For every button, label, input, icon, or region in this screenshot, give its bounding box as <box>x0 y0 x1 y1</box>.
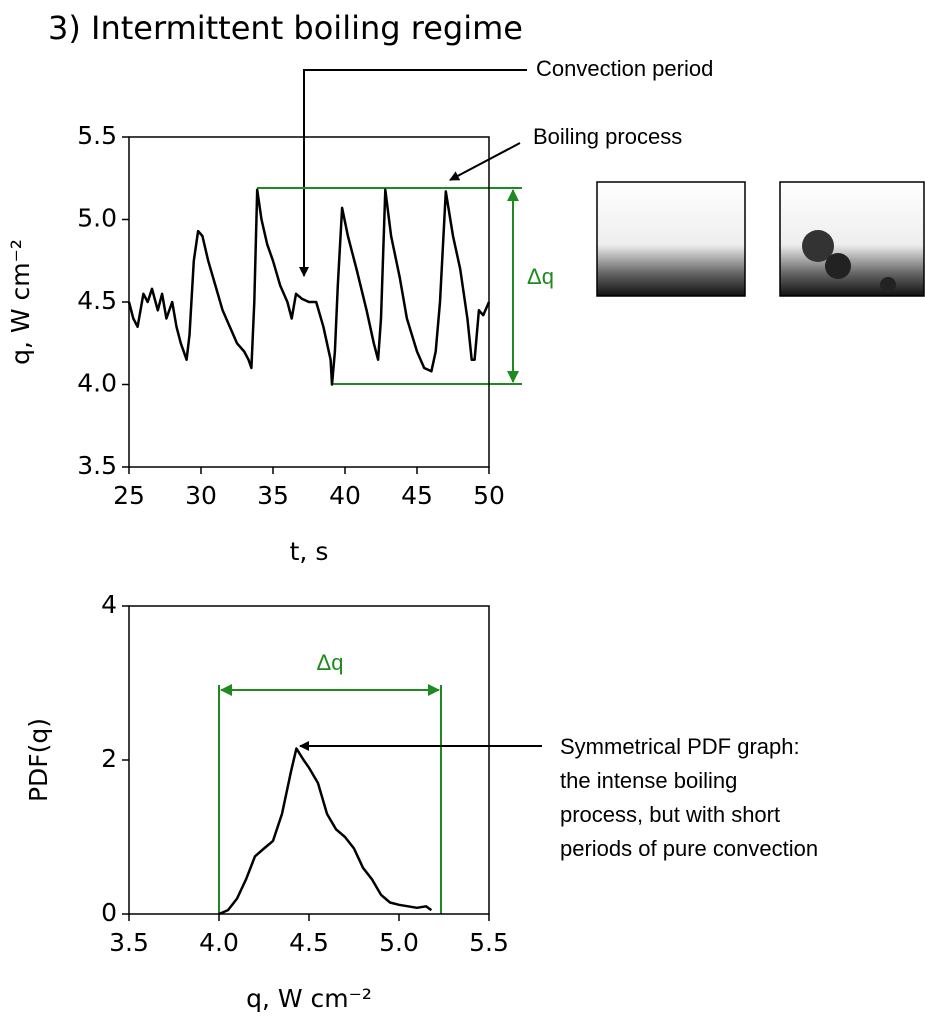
x-axis-label: t, s <box>290 537 329 566</box>
data-line <box>218 747 433 916</box>
annotation: Δq <box>317 650 344 675</box>
x-axis-label: q, W cm⁻² <box>246 984 372 1013</box>
y-axis-label: PDF(q) <box>24 718 53 802</box>
annotation: Convection period <box>536 56 713 81</box>
annotation: periods of pure convection <box>560 836 818 861</box>
x-tick-label: 5.0 <box>379 928 419 957</box>
y-tick-label: 5.5 <box>77 121 117 150</box>
x-tick-label: 50 <box>473 481 505 510</box>
y-tick-label: 5.0 <box>77 204 117 233</box>
x-tick-label: 4.0 <box>199 928 239 957</box>
bubble <box>880 277 896 293</box>
y-axis-label: q, W cm⁻² <box>6 239 35 365</box>
x-tick-label: 30 <box>185 481 217 510</box>
x-tick-label: 5.5 <box>469 928 509 957</box>
y-tick-label: 4 <box>101 590 117 619</box>
annotation: the intense boiling <box>560 768 737 793</box>
annotation: process, but with short <box>560 802 780 827</box>
photo-convection <box>596 181 746 297</box>
y-tick-label: 2 <box>101 744 117 773</box>
annotation: Boiling process <box>533 124 682 149</box>
x-tick-label: 45 <box>401 481 433 510</box>
photo-boiling <box>779 181 925 297</box>
x-tick-label: 35 <box>257 481 289 510</box>
bubble <box>825 253 851 279</box>
annotation-arrow <box>299 69 527 277</box>
x-tick-label: 3.5 <box>109 928 149 957</box>
data-line <box>127 188 491 386</box>
annotation: Δq <box>527 264 554 289</box>
y-tick-label: 4.5 <box>77 286 117 315</box>
y-tick-label: 0 <box>101 898 117 927</box>
x-tick-label: 25 <box>113 481 145 510</box>
annotation: Symmetrical PDF graph: <box>560 734 800 759</box>
figure-title: 3) Intermittent boiling regime <box>48 9 523 47</box>
bubble <box>802 230 834 262</box>
plot-frame <box>128 605 490 915</box>
annotation-arrow <box>449 142 521 181</box>
y-tick-label: 3.5 <box>77 451 117 480</box>
x-tick-label: 40 <box>329 481 361 510</box>
y-tick-label: 4.0 <box>77 369 117 398</box>
x-tick-label: 4.5 <box>289 928 329 957</box>
